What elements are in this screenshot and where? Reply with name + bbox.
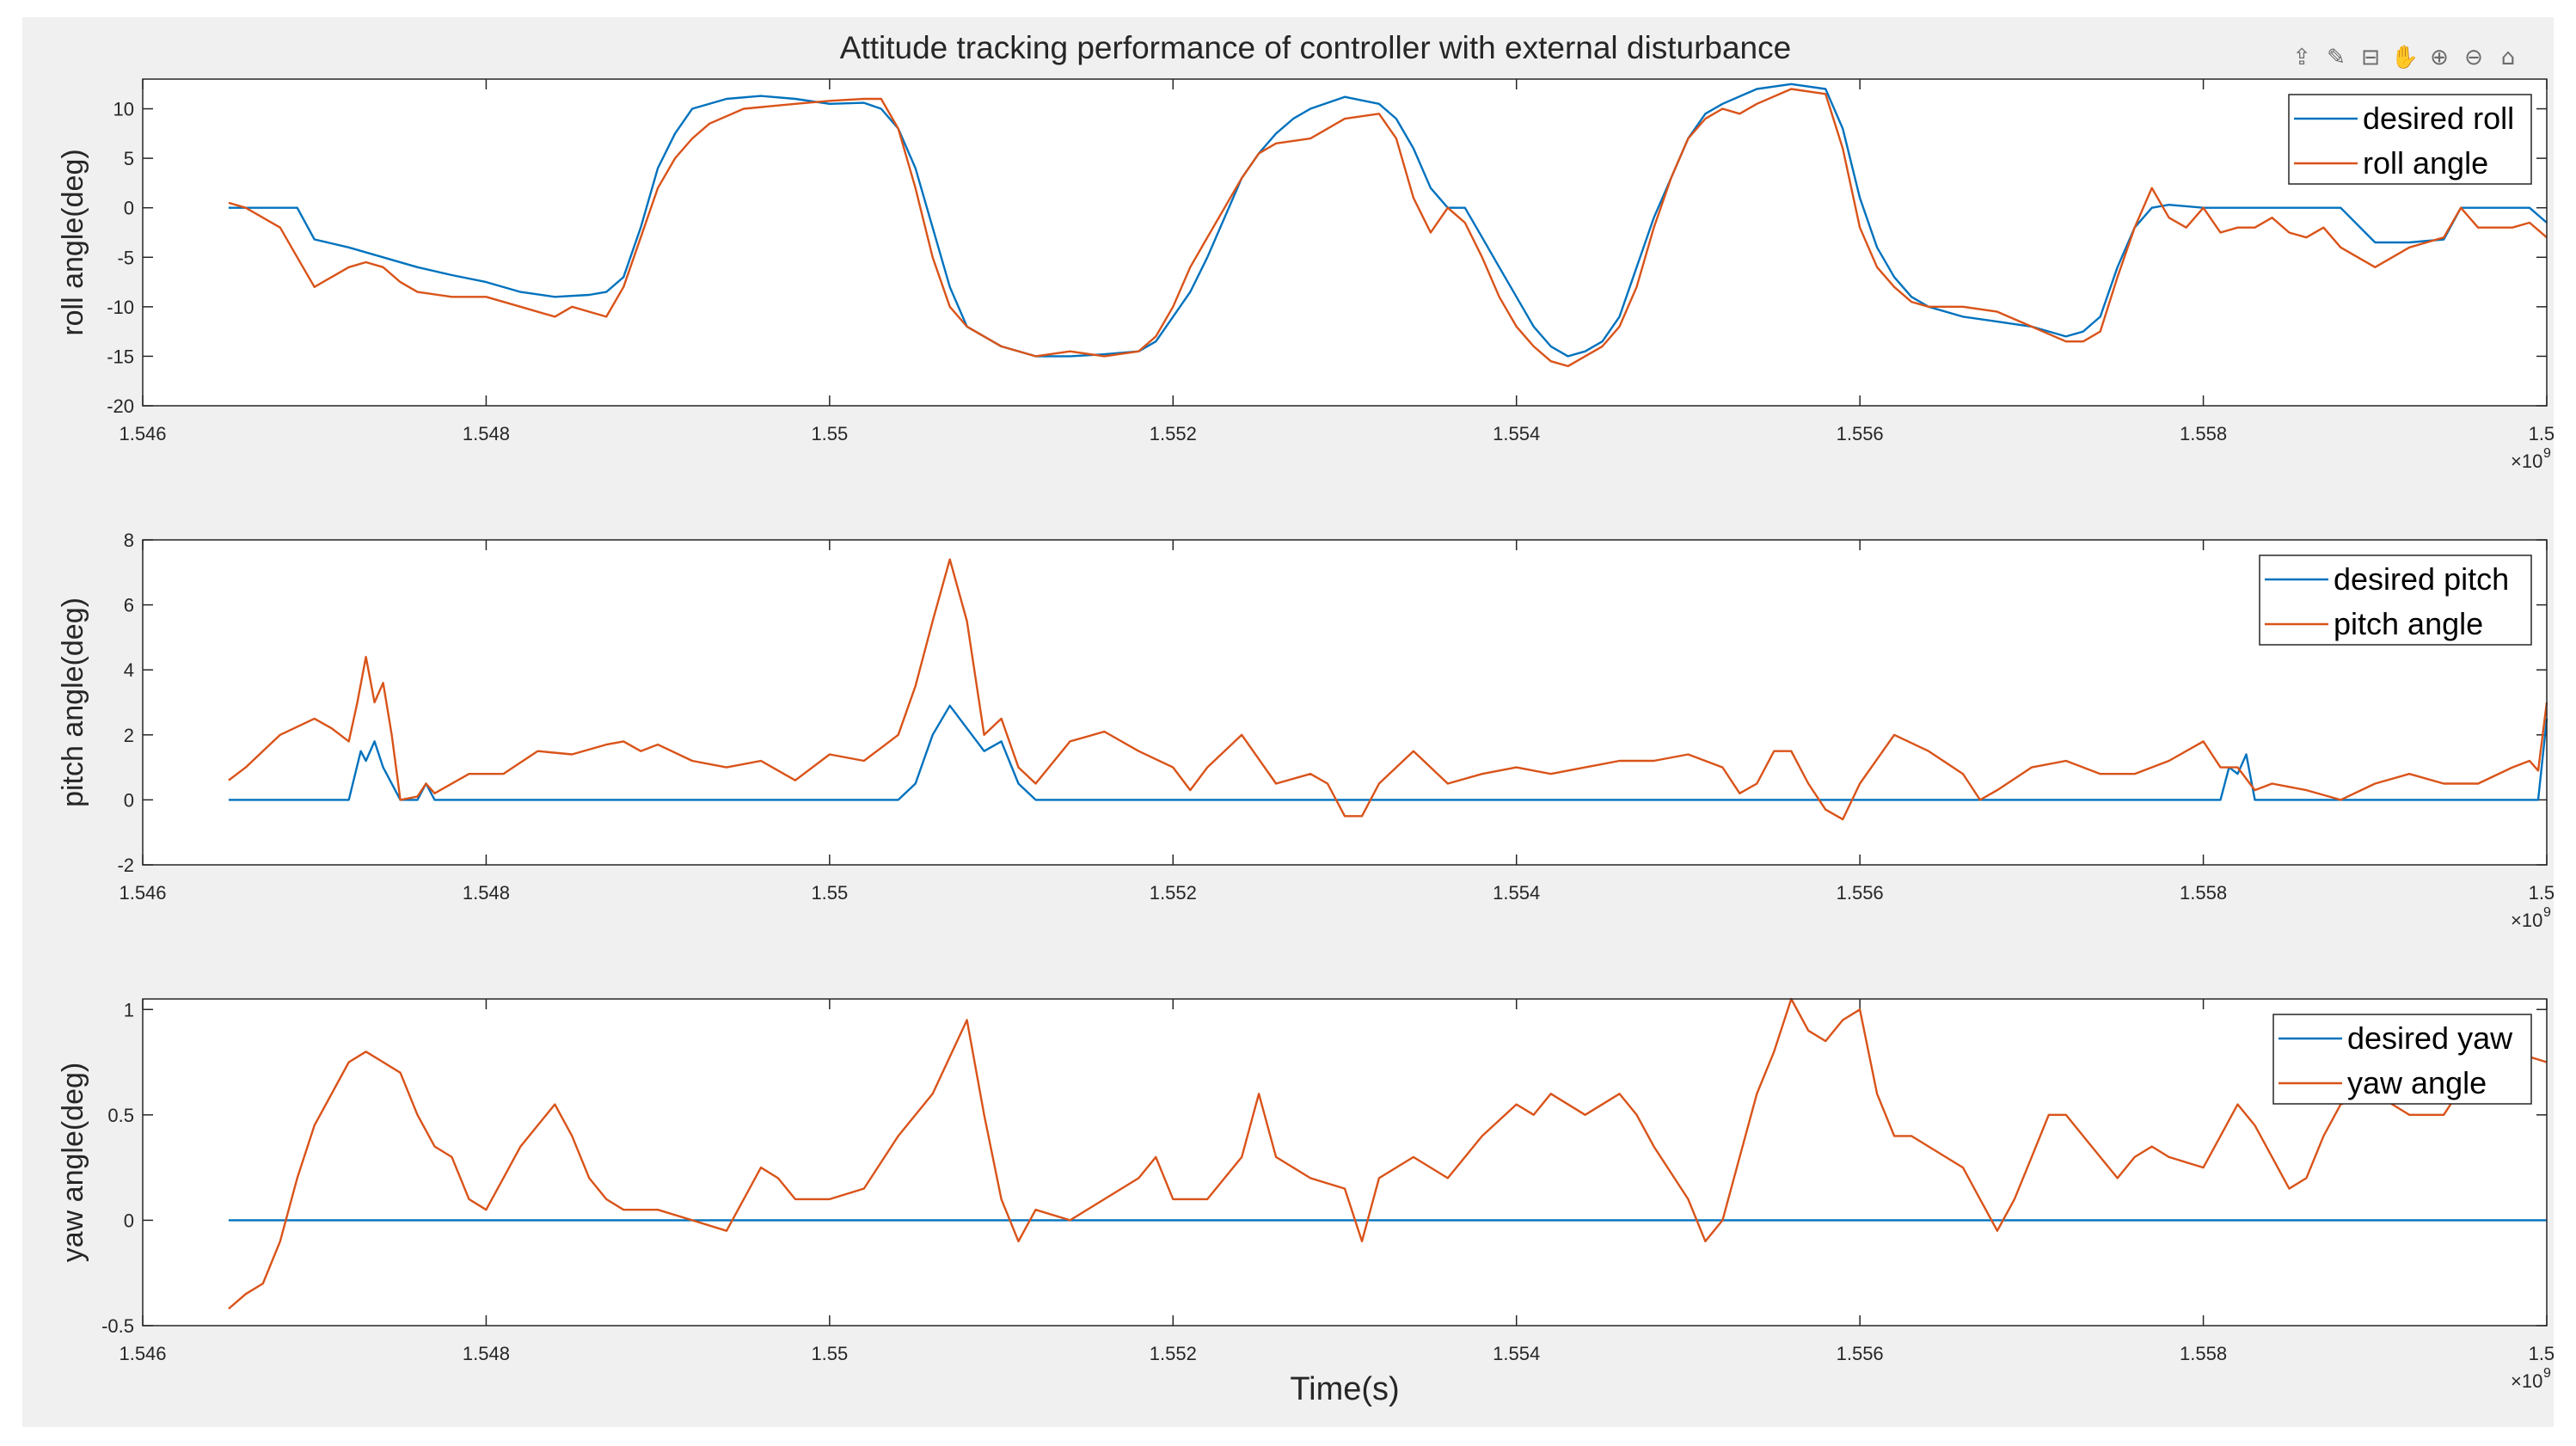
x-tick-label: 1.554 bbox=[1493, 1343, 1540, 1364]
x-tick-label: 1.558 bbox=[2180, 882, 2227, 904]
x-tick-label: 1.554 bbox=[1493, 423, 1540, 444]
y-tick-label: 4 bbox=[124, 659, 134, 681]
legend: desired roll roll angle bbox=[2288, 94, 2532, 185]
x-exponent-label: ×10 bbox=[2511, 910, 2542, 931]
y-axis-label: yaw angle(deg) bbox=[57, 1063, 89, 1262]
axes-box bbox=[142, 539, 2548, 866]
x-tick-label: 1.55 bbox=[811, 882, 848, 904]
y-tick-label: 10 bbox=[113, 99, 134, 120]
y-tick-label: -0.5 bbox=[101, 1315, 134, 1337]
x-tick-label: 1.548 bbox=[463, 882, 510, 904]
legend-label: pitch angle bbox=[2334, 606, 2483, 641]
y-axis-label: roll angle(deg) bbox=[57, 149, 89, 335]
brush-icon[interactable]: ✎ bbox=[2327, 45, 2346, 70]
y-tick-label: -5 bbox=[117, 247, 134, 268]
y-tick-label: 0 bbox=[124, 789, 134, 811]
x-tick-label: 1.56 bbox=[2529, 423, 2554, 444]
x-tick-label: 1.556 bbox=[1837, 882, 1884, 904]
y-tick-label: 6 bbox=[124, 595, 134, 616]
y-tick-label: -20 bbox=[107, 395, 134, 417]
x-exponent-power: 9 bbox=[2543, 1366, 2551, 1381]
plot-area bbox=[143, 540, 2547, 865]
legend-label: desired roll bbox=[2363, 101, 2514, 136]
axes-toolbar: ⇪ ✎ ⊟ ✋ ⊕ ⊖ ⌂ bbox=[2285, 41, 2524, 76]
series-line-2 bbox=[228, 88, 2548, 368]
axes-3: 1.546 1.548 1.55 1.552 1.554 1.556 1.558 1.56 -0… bbox=[57, 997, 2554, 1407]
legend-label: desired pitch bbox=[2334, 561, 2509, 597]
axes-box bbox=[142, 998, 2548, 1327]
plot-area bbox=[143, 79, 2547, 406]
x-tick-label: 1.546 bbox=[119, 1343, 166, 1364]
x-tick-label: 1.548 bbox=[463, 423, 510, 444]
legend: desired yaw yaw angle bbox=[2272, 1014, 2532, 1105]
y-tick-label: -15 bbox=[107, 346, 134, 367]
y-tick-label: 1 bbox=[124, 999, 134, 1020]
x-exponent-label: ×10 bbox=[2511, 1370, 2542, 1392]
x-exponent-power: 9 bbox=[2543, 905, 2551, 920]
y-tick-label: 0 bbox=[124, 198, 134, 219]
figure-title: Attitude tracking performance of control… bbox=[840, 30, 1791, 65]
y-tick-label: 2 bbox=[124, 725, 134, 746]
legend-label: desired yaw bbox=[2347, 1020, 2513, 1056]
x-tick-label: 1.556 bbox=[1837, 1343, 1884, 1364]
y-tick-label: -10 bbox=[107, 297, 134, 318]
y-tick-label: 0 bbox=[124, 1210, 134, 1231]
figure-canvas: Attitude tracking performance of control… bbox=[57, 30, 2554, 1407]
x-tick-label: 1.554 bbox=[1493, 882, 1540, 904]
axes-1: 1.546 1.548 1.55 1.552 1.554 1.556 1.558 1.56 -2… bbox=[57, 78, 2554, 472]
export-icon[interactable]: ⇪ bbox=[2292, 45, 2311, 70]
plot-area bbox=[143, 999, 2547, 1326]
y-tick-label: 8 bbox=[124, 530, 134, 551]
pan-hand-icon[interactable]: ✋ bbox=[2390, 45, 2420, 70]
y-tick-label: 5 bbox=[124, 148, 134, 169]
y-tick-label: -2 bbox=[117, 855, 134, 876]
x-tick-label: 1.55 bbox=[811, 423, 848, 444]
x-tick-label: 1.556 bbox=[1837, 423, 1884, 444]
legend-box bbox=[2288, 94, 2532, 185]
axes-box bbox=[142, 78, 2548, 407]
figure-window: Attitude tracking performance of control… bbox=[22, 17, 2554, 1427]
x-tick-label: 1.548 bbox=[463, 1343, 510, 1364]
zoom-in-icon[interactable]: ⊕ bbox=[2430, 45, 2449, 70]
x-tick-label: 1.546 bbox=[119, 882, 166, 904]
legend: desired pitch pitch angle bbox=[2259, 555, 2532, 646]
home-icon[interactable]: ⌂ bbox=[2500, 45, 2516, 70]
series-line-1 bbox=[228, 83, 2548, 358]
series-line-2 bbox=[228, 997, 2548, 1310]
y-axis-label: pitch angle(deg) bbox=[57, 597, 89, 807]
x-exponent-power: 9 bbox=[2543, 446, 2551, 461]
x-tick-label: 1.55 bbox=[811, 1343, 848, 1364]
x-tick-label: 1.558 bbox=[2180, 1343, 2227, 1364]
legend-box bbox=[2259, 555, 2532, 646]
axes-2: 1.546 1.548 1.55 1.552 1.554 1.556 1.558 1.56 -2… bbox=[57, 530, 2554, 931]
datatip-icon[interactable]: ⊟ bbox=[2361, 45, 2380, 70]
x-tick-label: 1.552 bbox=[1150, 882, 1197, 904]
series-line-2 bbox=[228, 558, 2548, 821]
legend-label: roll angle bbox=[2363, 145, 2488, 181]
x-tick-label: 1.546 bbox=[119, 423, 166, 444]
legend-label: yaw angle bbox=[2347, 1065, 2487, 1100]
x-axis-label: Time(s) bbox=[1290, 1371, 1399, 1407]
x-exponent-label: ×10 bbox=[2511, 450, 2542, 472]
zoom-out-icon[interactable]: ⊖ bbox=[2464, 45, 2483, 70]
y-tick-label: 0.5 bbox=[107, 1105, 134, 1126]
x-tick-label: 1.558 bbox=[2180, 423, 2227, 444]
x-tick-label: 1.56 bbox=[2529, 882, 2554, 904]
x-tick-label: 1.552 bbox=[1150, 423, 1197, 444]
x-tick-label: 1.552 bbox=[1150, 1343, 1197, 1364]
legend-box bbox=[2272, 1014, 2532, 1105]
series-line-1 bbox=[228, 704, 2548, 801]
x-tick-label: 1.56 bbox=[2529, 1343, 2554, 1364]
